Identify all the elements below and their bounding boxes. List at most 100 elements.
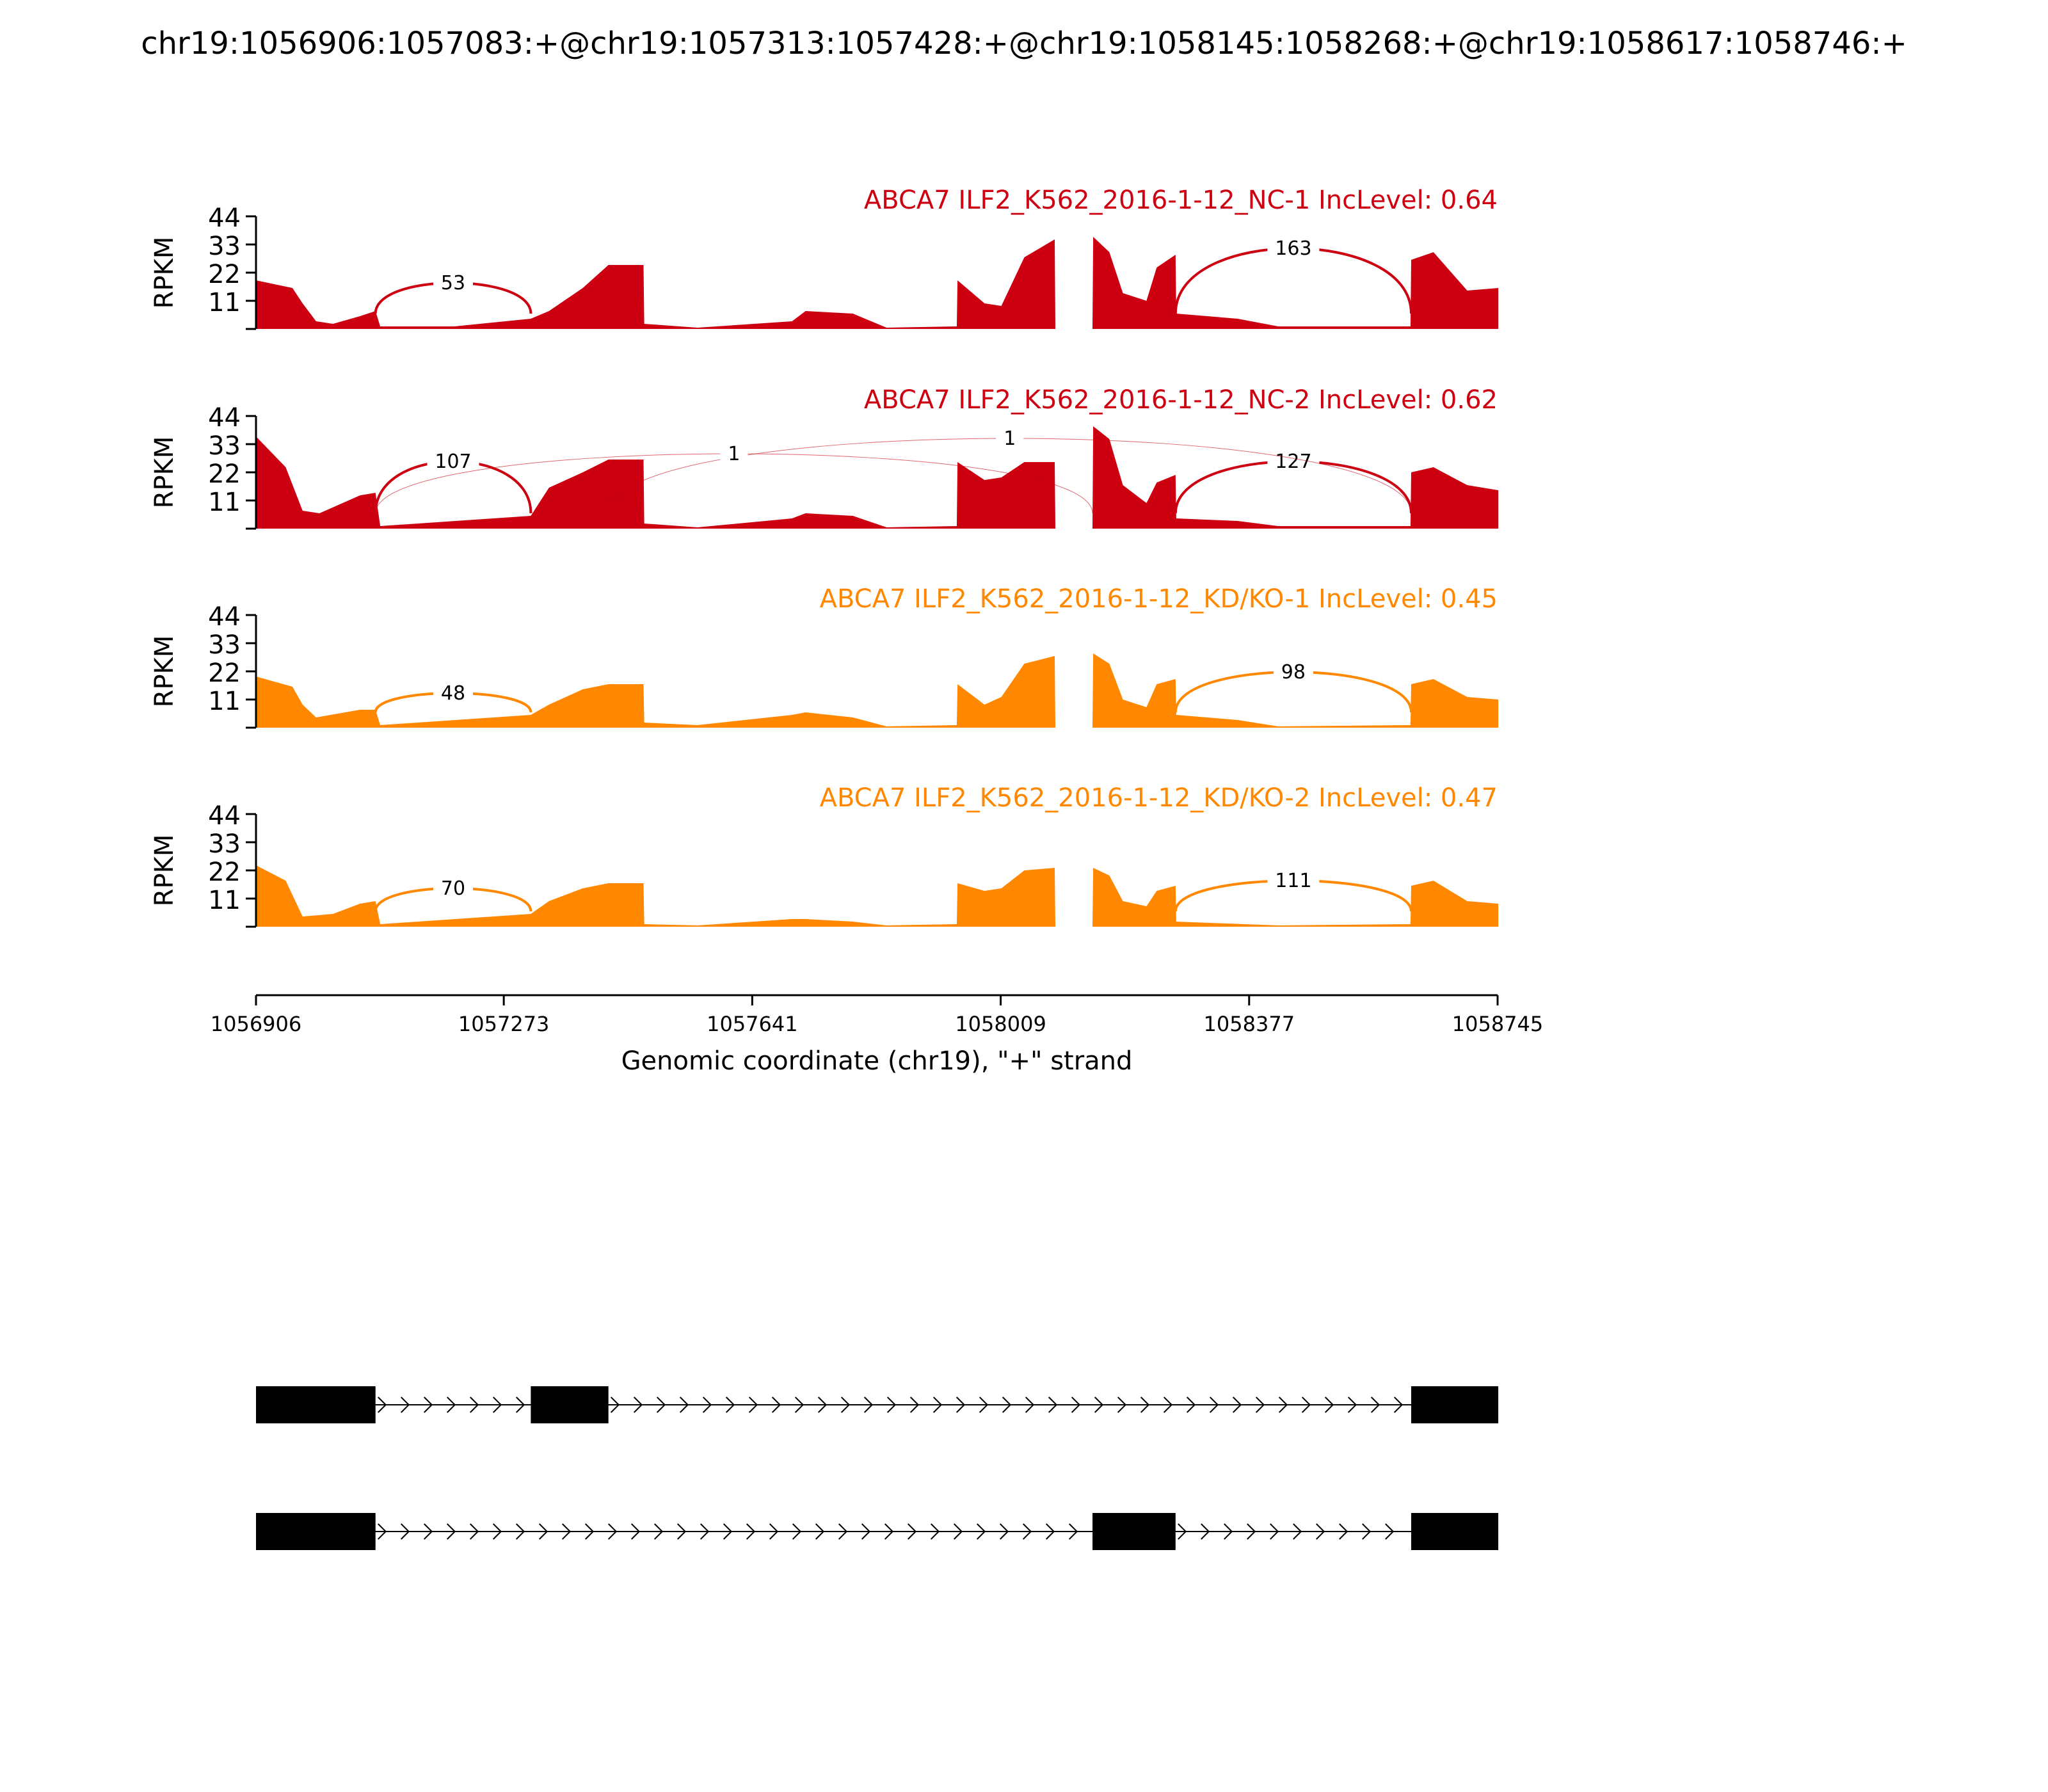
strand-arrow-icon xyxy=(884,1523,894,1540)
x-tick-label: 1058745 xyxy=(1452,1012,1544,1036)
strand-arrow-icon xyxy=(769,1523,779,1540)
strand-arrow-icon xyxy=(840,1396,851,1413)
junction-label-bg xyxy=(996,424,1024,447)
x-tick-label: 1057273 xyxy=(458,1012,550,1036)
series-title: ABCA7 ILF2_K562_2016-1-12_KD/KO-2 IncLev… xyxy=(820,783,1498,813)
strand-arrow-icon xyxy=(1094,1396,1104,1413)
strand-arrow-icon xyxy=(725,1396,735,1413)
junction-count-label: 48 xyxy=(441,682,465,705)
strand-arrow-icon xyxy=(746,1523,756,1540)
y-tick-label: 11 xyxy=(208,886,241,915)
strand-arrow-icon xyxy=(1178,1523,1187,1540)
strand-arrow-icon xyxy=(470,1523,479,1540)
isoform-1 xyxy=(256,1386,1499,1423)
exon-block xyxy=(256,1386,376,1423)
strand-arrow-icon xyxy=(654,1523,664,1540)
strand-arrow-icon xyxy=(931,1523,940,1540)
strand-arrow-icon xyxy=(748,1396,758,1413)
junction-label-bg xyxy=(1267,234,1320,257)
strand-arrow-icon xyxy=(771,1396,781,1413)
y-tick-label: 22 xyxy=(208,858,241,887)
strand-arrow-icon xyxy=(886,1396,897,1413)
y-tick-label: 11 xyxy=(208,687,241,716)
strand-arrow-icon xyxy=(1186,1396,1196,1413)
junction-label-bg xyxy=(1273,658,1313,681)
strand-arrow-icon xyxy=(1140,1396,1150,1413)
y-tick-label: 22 xyxy=(208,460,241,489)
junction-count-label: 1 xyxy=(1004,428,1016,450)
strand-arrow-icon xyxy=(909,1396,920,1413)
strand-arrow-icon xyxy=(539,1523,548,1540)
y-tick-label: 44 xyxy=(208,602,241,632)
y-tick-label: 33 xyxy=(208,232,241,261)
strand-arrow-icon xyxy=(1071,1396,1081,1413)
strand-arrow-icon xyxy=(1023,1523,1032,1540)
strand-arrow-icon xyxy=(1209,1396,1219,1413)
strand-arrow-icon xyxy=(1117,1396,1127,1413)
strand-arrow-icon xyxy=(1025,1396,1035,1413)
strand-arrow-icon xyxy=(792,1523,802,1540)
strand-arrow-icon xyxy=(1316,1523,1325,1540)
strand-arrow-icon xyxy=(470,1396,479,1413)
junction-label-bg xyxy=(433,679,473,702)
strand-arrow-icon xyxy=(447,1523,456,1540)
strand-arrow-icon xyxy=(1301,1396,1311,1413)
strand-arrow-icon xyxy=(679,1396,689,1413)
x-tick-label: 1058377 xyxy=(1204,1012,1295,1036)
strand-arrow-icon xyxy=(610,1396,620,1413)
strand-arrow-icon xyxy=(677,1523,687,1540)
strand-arrow-icon xyxy=(1324,1396,1334,1413)
strand-arrow-icon xyxy=(631,1523,641,1540)
junction-count-label: 163 xyxy=(1275,237,1311,260)
junction-label-bg xyxy=(1267,867,1320,890)
strand-arrow-icon xyxy=(493,1396,502,1413)
strand-arrow-icon xyxy=(608,1523,618,1540)
strand-arrow-icon xyxy=(516,1396,525,1413)
strand-arrow-icon xyxy=(424,1523,433,1540)
junction-label-bg xyxy=(720,440,748,463)
strand-arrow-icon xyxy=(1278,1396,1288,1413)
junction-count-label: 53 xyxy=(441,272,465,294)
strand-arrow-icon xyxy=(585,1523,595,1540)
strand-arrow-icon xyxy=(861,1523,871,1540)
strand-arrow-icon xyxy=(838,1523,848,1540)
strand-arrow-icon xyxy=(702,1396,712,1413)
x-tick-label: 1057641 xyxy=(707,1012,798,1036)
coverage-area xyxy=(256,865,1499,927)
strand-arrow-icon xyxy=(1201,1523,1210,1540)
x-axis: 1056906 1057273 1057641 1058009 1058377 10587… xyxy=(211,994,1544,1076)
x-tick-label: 1058009 xyxy=(955,1012,1046,1036)
y-tick-label: 33 xyxy=(208,431,241,461)
strand-arrow-icon xyxy=(493,1523,502,1540)
y-axis-label: RPKM xyxy=(150,436,179,509)
strand-arrow-icon xyxy=(1270,1523,1279,1540)
strand-arrow-icon xyxy=(1347,1396,1357,1413)
strand-arrow-icon xyxy=(1293,1523,1302,1540)
series-title: ABCA7 ILF2_K562_2016-1-12_NC-1 IncLevel:… xyxy=(864,186,1498,215)
junction-count-label: 107 xyxy=(435,451,471,473)
strand-arrow-icon xyxy=(401,1523,410,1540)
exon-block xyxy=(1411,1386,1499,1423)
strand-arrow-icon xyxy=(1163,1396,1173,1413)
strand-arrow-icon xyxy=(977,1523,986,1540)
coverage-area xyxy=(256,426,1499,529)
strand-arrow-icon xyxy=(1385,1523,1395,1540)
strand-arrow-icon xyxy=(1393,1396,1404,1413)
strand-arrow-icon xyxy=(1362,1523,1372,1540)
junction-label-bg xyxy=(433,874,473,897)
strand-arrow-icon xyxy=(700,1523,710,1540)
x-axis-label: Genomic coordinate (chr19), "+" strand xyxy=(621,1046,1133,1076)
strand-arrow-icon xyxy=(378,1396,387,1413)
strand-arrow-icon xyxy=(908,1523,917,1540)
junction-count-label: 111 xyxy=(1275,870,1311,892)
y-tick-label: 33 xyxy=(208,630,241,660)
strand-arrow-icon xyxy=(1255,1396,1265,1413)
exon-block xyxy=(1092,1513,1176,1550)
strand-arrow-icon xyxy=(1370,1396,1380,1413)
series-title: ABCA7 ILF2_K562_2016-1-12_NC-2 IncLevel:… xyxy=(864,385,1498,415)
exon-block xyxy=(531,1386,609,1423)
coverage-area xyxy=(256,653,1499,728)
